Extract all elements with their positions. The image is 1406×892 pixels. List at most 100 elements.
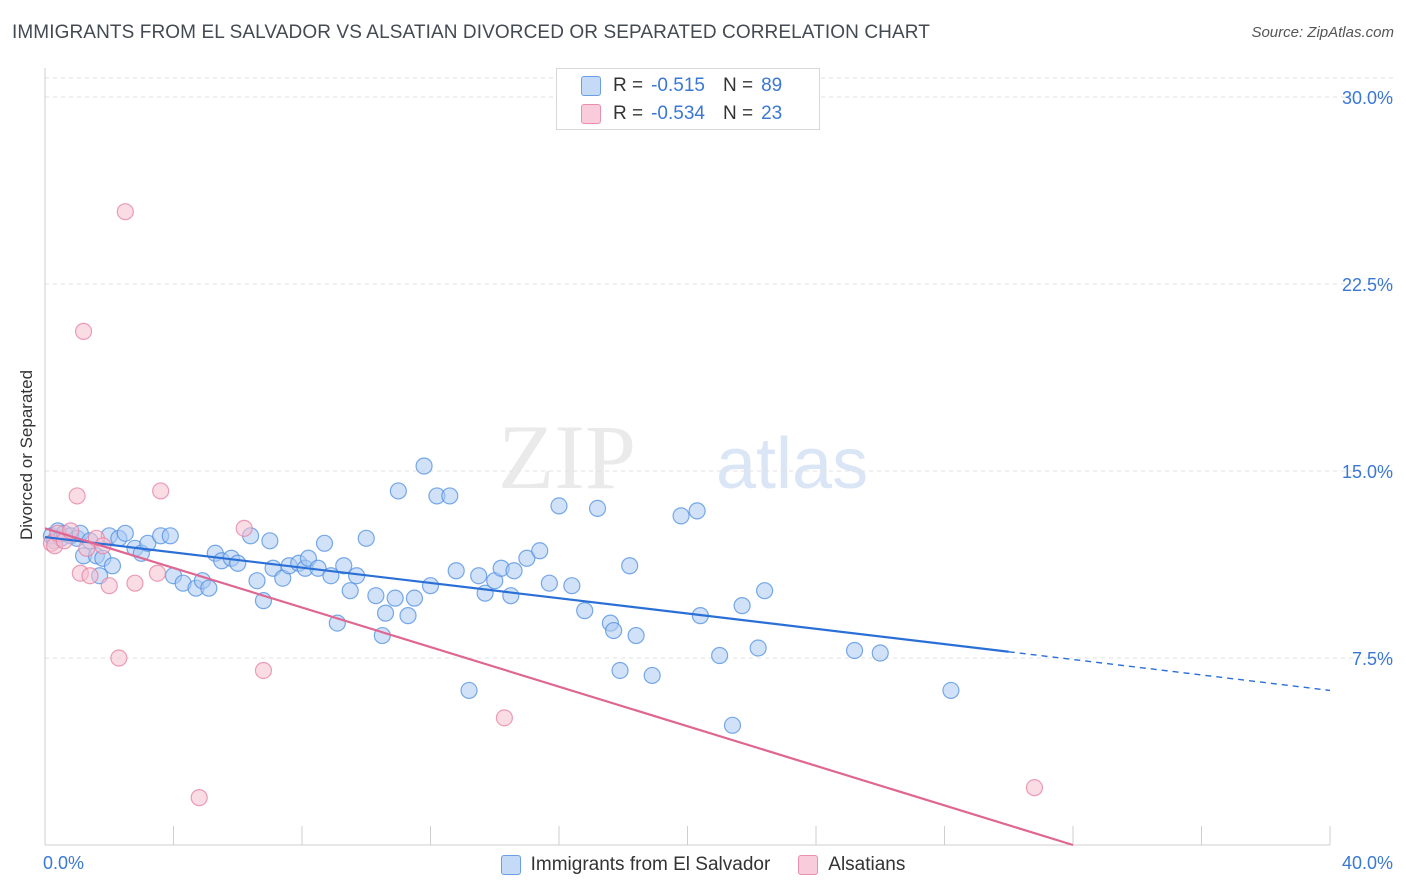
watermark-zip: ZIP [498,406,636,508]
pink-swatch [798,855,819,875]
pink-swatch [581,104,601,124]
point-el-salvador [621,557,639,575]
legend-label: Alsatians [828,854,906,875]
stats-row-alsatians: R = -0.534 N = 23 [581,101,782,127]
point-el-salvador [229,554,247,572]
source-credit: Source: ZipAtlas.com [1251,24,1394,41]
point-el-salvador [200,579,218,597]
r-label: R = [613,103,644,124]
point-el-salvador [871,644,889,662]
point-el-salvador [550,497,568,515]
gridlines [45,77,1395,659]
point-el-salvador [576,602,594,620]
point-alsatians [235,519,253,537]
trend-line-el-salvador [44,535,1009,653]
point-el-salvador [518,549,536,567]
point-el-salvador [711,646,729,665]
bottom-legend: Immigrants from El Salvador Alsatians [0,850,1406,880]
point-el-salvador [845,641,864,660]
point-el-salvador [540,574,558,592]
trend-lines [44,527,1331,847]
point-el-salvador [357,529,375,547]
n-label: N = [722,103,754,124]
stats-legend: R = -0.515 N = 89 R = -0.534 N = 23 [556,68,820,130]
point-el-salvador [376,604,395,622]
point-el-salvador [627,626,645,645]
point-alsatians [81,567,99,585]
y-tick-label: 15.0% [1342,462,1393,482]
point-el-salvador [386,589,404,607]
point-alsatians [148,564,167,582]
trend-line-alsatians [44,527,1074,847]
point-el-salvador [588,499,607,517]
point-alsatians [495,709,513,727]
point-alsatians [100,577,118,595]
point-el-salvador [563,577,581,595]
point-el-salvador [248,572,266,590]
axes [44,68,1331,846]
point-el-salvador [399,607,417,625]
point-alsatians [110,649,128,667]
point-el-salvador [460,681,478,700]
r-value: -0.534 [651,103,705,124]
point-el-salvador [733,597,751,615]
point-el-salvador [389,482,407,500]
point-el-salvador [643,666,661,685]
point-el-salvador [415,457,433,475]
legend-label: Immigrants from El Salvador [530,854,771,875]
point-el-salvador [531,542,549,560]
chart-title: IMMIGRANTS FROM EL SALVADOR VS ALSATIAN … [12,22,930,43]
y-axis-label: Divorced or Separated [17,370,36,540]
point-el-salvador [116,524,134,542]
stats-row-el-salvador: R = -0.515 N = 89 [581,73,782,99]
legend-item-el-salvador[interactable]: Immigrants from El Salvador [500,854,771,876]
point-el-salvador [723,716,742,734]
point-el-salvador [611,661,629,680]
y-tick-label: 30.0% [1342,88,1393,108]
point-el-salvador [261,532,279,550]
x-tick-labels: 0.0% 40.0% [43,853,1393,873]
point-el-salvador [421,577,440,595]
point-el-salvador [755,582,774,600]
point-el-salvador [341,582,359,600]
point-alsatians [116,203,134,221]
r-value: -0.515 [651,75,705,96]
point-alsatians [254,661,273,680]
point-el-salvador [502,587,520,605]
point-el-salvador [447,562,465,580]
point-alsatians [1025,779,1044,797]
point-alsatians [190,789,208,807]
n-value: 23 [761,103,783,124]
point-el-salvador [367,587,385,605]
x-tick-label: 40.0% [1342,853,1393,873]
blue-swatch [500,855,521,875]
point-el-salvador [672,507,690,525]
point-el-salvador [505,562,523,580]
point-alsatians [68,487,86,505]
point-el-salvador [161,527,179,545]
point-el-salvador [139,534,157,552]
y-tick-label: 22.5% [1342,275,1393,295]
y-tick-label: 7.5% [1352,649,1393,669]
point-el-salvador [103,557,122,575]
y-tick-labels: 7.5% 15.0% 22.5% 30.0% [1342,88,1393,669]
point-el-salvador [405,589,424,607]
watermark-atlas: atlas [716,424,868,504]
r-label: R = [613,75,644,96]
point-el-salvador [749,639,767,657]
point-alsatians [152,482,170,500]
point-el-salvador [688,502,706,520]
legend-item-alsatians[interactable]: Alsatians [798,854,905,876]
n-value: 89 [761,75,783,96]
point-el-salvador [441,487,459,505]
x-tick-label: 0.0% [43,853,84,873]
point-el-salvador [470,567,488,585]
point-alsatians [126,574,144,592]
point-el-salvador [942,681,960,700]
trend-extension-el-salvador [1008,651,1331,692]
point-el-salvador [605,621,623,640]
point-el-salvador [335,557,353,575]
watermark: ZIP atlas [498,406,868,508]
n-label: N = [722,75,754,96]
